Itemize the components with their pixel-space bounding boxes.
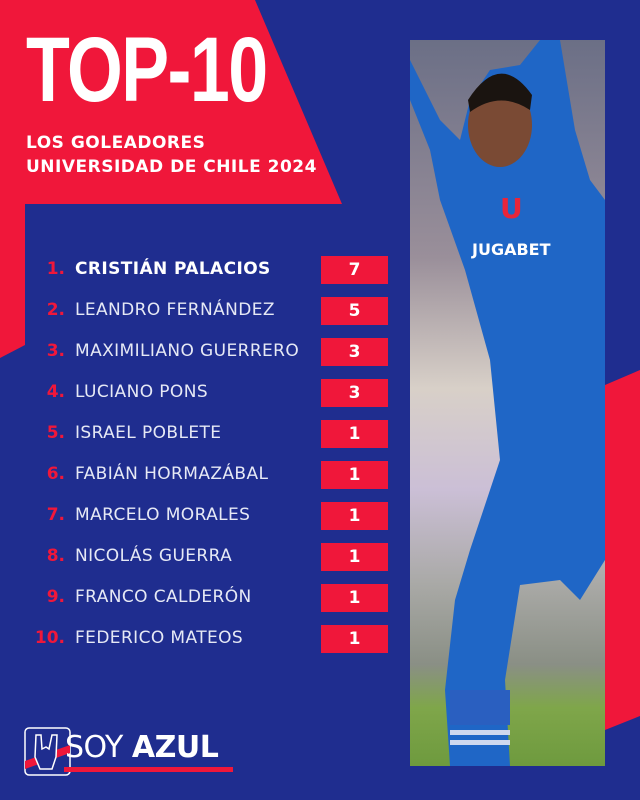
- page-title: TOP-10: [26, 19, 268, 121]
- scorer-row: 8. NICOLÁS GUERRA 1: [0, 543, 400, 571]
- brand-name-light: SOY: [65, 730, 123, 765]
- scorer-rank: 7.: [46, 505, 65, 525]
- scorer-rank: 1.: [46, 259, 65, 279]
- subtitle-line2: UNIVERSIDAD DE CHILE 2024: [26, 157, 317, 177]
- scorer-name: FEDERICO MATEOS: [75, 628, 244, 648]
- scorer-goals: 3: [321, 338, 388, 366]
- brand-underline: [64, 767, 233, 772]
- scorer-goals: 1: [321, 461, 388, 489]
- scorer-rank: 10.: [34, 628, 65, 648]
- scorer-goals: 1: [321, 502, 388, 530]
- scorer-rank: 2.: [46, 300, 65, 320]
- scorer-row: 10. FEDERICO MATEOS 1: [0, 625, 400, 653]
- rock-hand-icon: [24, 727, 71, 776]
- scorer-name: LUCIANO PONS: [75, 382, 209, 402]
- scorer-name: ISRAEL POBLETE: [75, 423, 222, 443]
- scorer-name: MARCELO MORALES: [75, 505, 251, 525]
- scorer-goals: 1: [321, 584, 388, 612]
- scorer-row: 7. MARCELO MORALES 1: [0, 502, 400, 530]
- player-photo: JUGABET U: [410, 40, 605, 766]
- scorer-goals: 7: [321, 256, 388, 284]
- red-header-shape: [0, 0, 342, 358]
- player-silhouette: JUGABET U: [410, 40, 605, 766]
- scorer-name: NICOLÁS GUERRA: [75, 546, 233, 566]
- scorer-row: 5. ISRAEL POBLETE 1: [0, 420, 400, 448]
- scorer-name: MAXIMILIANO GUERRERO: [75, 341, 300, 361]
- scorer-name: FABIÁN HORMAZÁBAL: [75, 464, 269, 484]
- scorer-rank: 5.: [46, 423, 65, 443]
- scorer-row: 4. LUCIANO PONS 3: [0, 379, 400, 407]
- scorer-goals: 1: [321, 420, 388, 448]
- scorer-rank: 8.: [46, 546, 65, 566]
- scorer-name: FRANCO CALDERÓN: [75, 587, 252, 607]
- scorer-name: CRISTIÁN PALACIOS: [75, 259, 271, 279]
- subtitle-line1: LOS GOLEADORES: [26, 133, 206, 153]
- scorer-name: LEANDRO FERNÁNDEZ: [75, 300, 275, 320]
- scorer-rank: 3.: [46, 341, 65, 361]
- scorer-row: 3. MAXIMILIANO GUERRERO 3: [0, 338, 400, 366]
- scorer-row: 9. FRANCO CALDERÓN 1: [0, 584, 400, 612]
- red-right-shape: [605, 370, 640, 730]
- scorer-goals: 5: [321, 297, 388, 325]
- scorer-rank: 4.: [46, 382, 65, 402]
- scorer-row: 2. LEANDRO FERNÁNDEZ 5: [0, 297, 400, 325]
- scorer-row: 1. CRISTIÁN PALACIOS 7: [0, 256, 400, 284]
- scorer-goals: 3: [321, 379, 388, 407]
- scorer-goals: 1: [321, 543, 388, 571]
- brand-logo-text: SOY AZUL: [65, 730, 219, 766]
- scorer-goals: 1: [321, 625, 388, 653]
- brand-name-bold: AZUL: [131, 730, 219, 765]
- jersey-sponsor: JUGABET: [471, 240, 551, 259]
- scorer-rank: 6.: [46, 464, 65, 484]
- scorer-row: 6. FABIÁN HORMAZÁBAL 1: [0, 461, 400, 489]
- club-crest: U: [500, 192, 523, 225]
- scorer-rank: 9.: [46, 587, 65, 607]
